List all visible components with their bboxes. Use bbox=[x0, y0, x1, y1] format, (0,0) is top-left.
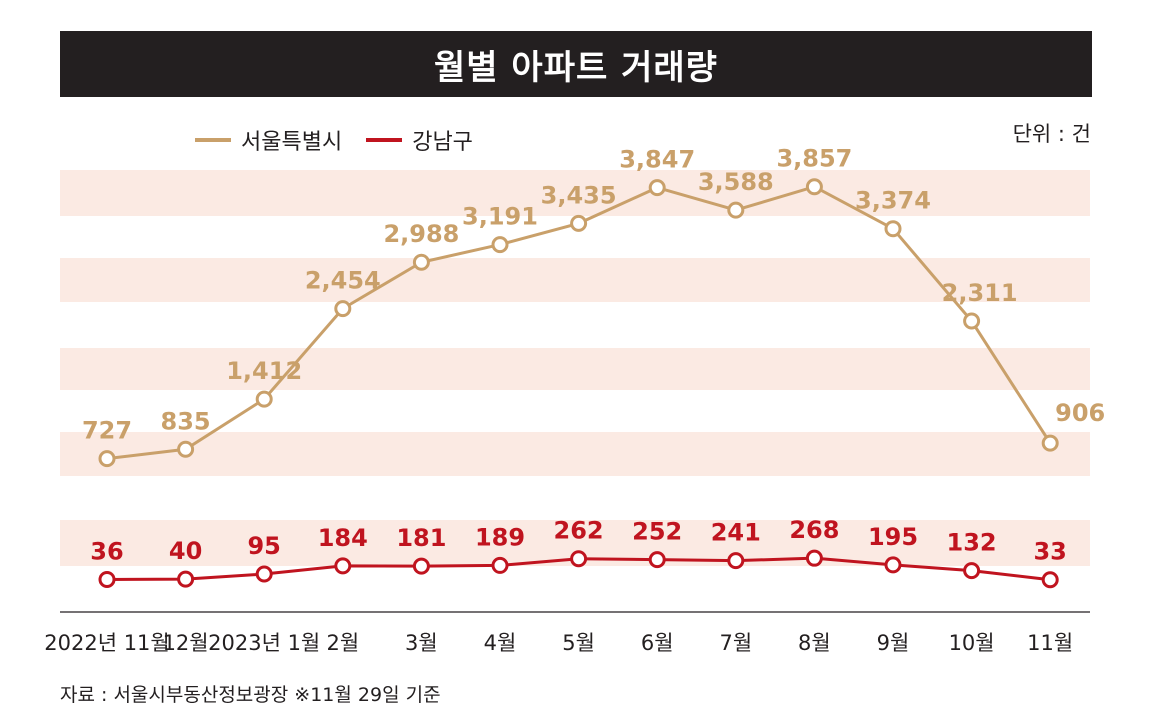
gangnam-point bbox=[963, 562, 981, 580]
legend: 서울특별시 강남구 bbox=[195, 124, 497, 156]
seoul-point bbox=[884, 220, 902, 238]
legend-swatch-seoul bbox=[195, 138, 231, 142]
seoul-data-label: 3,847 bbox=[619, 146, 695, 174]
x-tick-label: 11월 bbox=[1027, 631, 1073, 655]
seoul-point bbox=[805, 178, 823, 196]
gangnam-data-label: 181 bbox=[396, 524, 446, 552]
gangnam-data-label: 132 bbox=[947, 529, 997, 557]
x-tick-label: 9월 bbox=[877, 631, 910, 655]
seoul-point bbox=[491, 236, 509, 254]
gangnam-data-label: 268 bbox=[789, 516, 839, 544]
background-band bbox=[60, 348, 1090, 390]
seoul-point bbox=[177, 440, 195, 458]
seoul-point bbox=[570, 214, 588, 232]
gangnam-data-label: 195 bbox=[868, 523, 918, 551]
seoul-data-label: 727 bbox=[82, 417, 132, 445]
x-tick-label: 2022년 11월 bbox=[44, 631, 169, 655]
gangnam-data-label: 184 bbox=[318, 524, 368, 552]
seoul-data-label: 3,588 bbox=[698, 168, 774, 196]
x-tick-label: 4월 bbox=[484, 631, 517, 655]
seoul-data-label: 1,412 bbox=[226, 357, 302, 385]
gangnam-data-label: 241 bbox=[711, 519, 761, 547]
legend-item-seoul: 서울특별시 bbox=[195, 124, 342, 156]
gangnam-point bbox=[648, 551, 666, 569]
gangnam-point bbox=[334, 557, 352, 575]
legend-label-gangnam: 강남구 bbox=[412, 130, 473, 155]
background-band bbox=[60, 170, 1090, 216]
x-tick-label: 5월 bbox=[562, 631, 595, 655]
x-tick-label: 6월 bbox=[641, 631, 674, 655]
gangnam-data-label: 36 bbox=[90, 537, 123, 565]
legend-label-seoul: 서울특별시 bbox=[241, 130, 343, 155]
gangnam-point bbox=[412, 557, 430, 575]
x-tick-label: 7월 bbox=[719, 631, 752, 655]
seoul-data-label: 3,191 bbox=[462, 203, 538, 231]
x-tick-label: 3월 bbox=[405, 631, 438, 655]
legend-item-gangnam: 강남구 bbox=[366, 124, 473, 156]
gangnam-point bbox=[805, 549, 823, 567]
x-tick-label: 10월 bbox=[949, 631, 995, 655]
x-tick-label: 8월 bbox=[798, 631, 831, 655]
seoul-data-label: 2,311 bbox=[942, 279, 1018, 307]
seoul-data-label: 3,435 bbox=[541, 181, 617, 209]
gangnam-point bbox=[1041, 571, 1059, 589]
x-tick-label: 2023년 1월 bbox=[208, 631, 320, 655]
background-band bbox=[60, 432, 1090, 476]
seoul-data-label: 2,988 bbox=[383, 220, 459, 248]
gangnam-point bbox=[491, 556, 509, 574]
seoul-data-label: 3,374 bbox=[855, 187, 931, 215]
gangnam-data-label: 40 bbox=[169, 537, 202, 565]
gangnam-point bbox=[727, 552, 745, 570]
seoul-point bbox=[648, 179, 666, 197]
gangnam-data-label: 252 bbox=[632, 518, 682, 546]
seoul-data-label: 835 bbox=[161, 407, 211, 435]
gangnam-point bbox=[98, 570, 116, 588]
seoul-point bbox=[334, 300, 352, 318]
background-band bbox=[60, 258, 1090, 302]
seoul-point bbox=[1041, 434, 1059, 452]
seoul-point bbox=[98, 450, 116, 468]
seoul-point bbox=[412, 253, 430, 271]
legend-swatch-gangnam bbox=[366, 138, 403, 142]
unit-label: 단위 : 건 bbox=[1012, 122, 1091, 146]
gangnam-data-label: 33 bbox=[1033, 538, 1066, 566]
source-note: 자료 : 서울시부동산정보광장 ※11월 29일 기준 bbox=[60, 684, 441, 706]
seoul-point bbox=[963, 312, 981, 330]
x-tick-label: 12월 bbox=[163, 631, 209, 655]
seoul-data-label: 2,454 bbox=[305, 267, 381, 295]
gangnam-point bbox=[177, 570, 195, 588]
gangnam-data-label: 95 bbox=[247, 532, 280, 560]
seoul-data-label: 3,857 bbox=[776, 145, 852, 173]
gangnam-point bbox=[255, 565, 273, 583]
seoul-point bbox=[727, 201, 745, 219]
gangnam-data-label: 262 bbox=[554, 517, 604, 545]
gangnam-data-label: 189 bbox=[475, 523, 525, 551]
seoul-point bbox=[255, 390, 273, 408]
x-tick-label: 2월 bbox=[326, 631, 359, 655]
gangnam-point bbox=[884, 556, 902, 574]
chart-title: 월별 아파트 거래량 bbox=[60, 31, 1092, 97]
seoul-data-label: 906 bbox=[1055, 399, 1105, 427]
gangnam-point bbox=[570, 550, 588, 568]
